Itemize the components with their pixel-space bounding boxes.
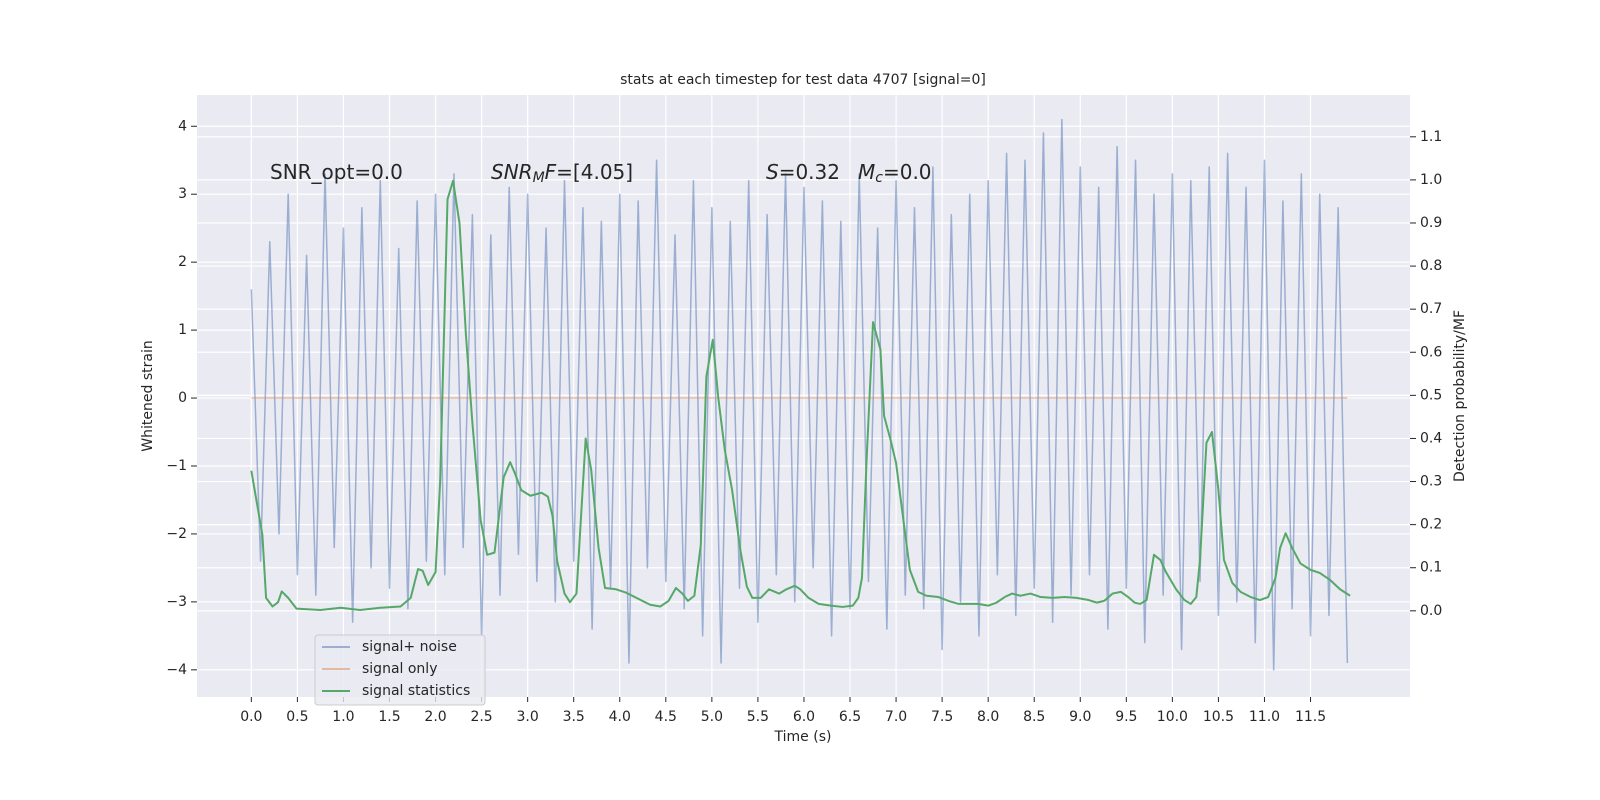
x-tick-label: 2.5 (470, 709, 492, 725)
y2-tick-label: 0.8 (1420, 258, 1442, 274)
x-tick-label: 8.5 (1023, 709, 1045, 725)
x-tick-label: 3.0 (517, 709, 539, 725)
y2-tick-label: 0.2 (1420, 517, 1442, 533)
x-tick-label: 11.5 (1295, 709, 1326, 725)
y-tick-label: 4 (178, 118, 187, 134)
y-axis-label: Whitened strain (140, 340, 156, 451)
y-tick-label: 0 (178, 390, 187, 406)
x-tick-label: 4.5 (655, 709, 677, 725)
x-tick-label: 4.0 (609, 709, 631, 725)
legend-label: signal+ noise (362, 639, 457, 655)
x-axis-label: Time (s) (774, 729, 832, 745)
chart-title: stats at each timestep for test data 470… (620, 72, 986, 88)
x-tick-label: 1.5 (378, 709, 400, 725)
y2-tick-label: 0.3 (1420, 474, 1442, 490)
x-tick-label: 9.0 (1069, 709, 1091, 725)
y-tick-label: 2 (178, 254, 187, 270)
x-tick-label: 10.5 (1203, 709, 1234, 725)
legend-label: signal only (362, 661, 437, 677)
y2-tick-label: 1.0 (1420, 172, 1442, 188)
series-line (250, 118, 1349, 671)
x-tick-label: 5.0 (701, 709, 723, 725)
x-tick-label: 8.0 (977, 709, 999, 725)
y2-tick-label: 1.1 (1420, 129, 1442, 145)
annotation-part: F (545, 160, 557, 184)
annotation-part: SNR (491, 160, 533, 184)
y-tick-label: 1 (178, 322, 187, 338)
annotation-part: S (766, 160, 779, 184)
annotation: SNR_opt=0.0 (270, 160, 403, 184)
annotation-part: =[4.05] (556, 160, 633, 184)
x-tick-label: 7.0 (885, 709, 907, 725)
y2-tick-label: 0.1 (1420, 560, 1442, 576)
annotation-part: M (533, 170, 545, 186)
y-tick-label: −3 (166, 594, 187, 610)
x-tick-label: 5.5 (747, 709, 769, 725)
y2-tick-label: 0.6 (1420, 344, 1442, 360)
series-line (250, 179, 1351, 611)
x-tick-label: 0.5 (286, 709, 308, 725)
y-tick-label: −4 (166, 662, 187, 678)
x-tick-label: 1.0 (332, 709, 354, 725)
y-tick-label: 3 (178, 186, 187, 202)
annotation: Mc=0.0 (858, 160, 932, 187)
y2-tick-label: 0.4 (1420, 430, 1442, 446)
x-tick-label: 11.0 (1249, 709, 1280, 725)
y-tick-label: −1 (166, 458, 187, 474)
legend-label: signal statistics (362, 683, 470, 699)
y-tick-label: −2 (166, 526, 187, 542)
y2-tick-label: 0.5 (1420, 387, 1442, 403)
y2-axis-label: Detection probability/MF (1452, 310, 1468, 482)
annotation: S=0.32 (766, 160, 840, 184)
annotation-part: c (875, 170, 883, 186)
annotation-part: =0.32 (779, 160, 840, 184)
y2-tick-label: 0.0 (1420, 603, 1442, 619)
x-tick-label: 10.0 (1157, 709, 1188, 725)
x-tick-label: 3.5 (563, 709, 585, 725)
x-tick-label: 6.0 (793, 709, 815, 725)
x-tick-label: 6.5 (839, 709, 861, 725)
annotation-part: SNR_opt=0.0 (270, 160, 403, 184)
x-tick-label: 0.0 (240, 709, 262, 725)
annotation-part: =0.0 (883, 160, 932, 184)
x-tick-label: 9.5 (1115, 709, 1137, 725)
legend-frame (314, 634, 486, 706)
annotation: SNRMF=[4.05] (491, 160, 633, 187)
x-tick-label: 7.5 (931, 709, 953, 725)
y2-tick-label: 0.7 (1420, 301, 1442, 317)
annotation-part: M (858, 160, 875, 184)
y2-tick-label: 0.9 (1420, 215, 1442, 231)
x-tick-label: 2.0 (424, 709, 446, 725)
